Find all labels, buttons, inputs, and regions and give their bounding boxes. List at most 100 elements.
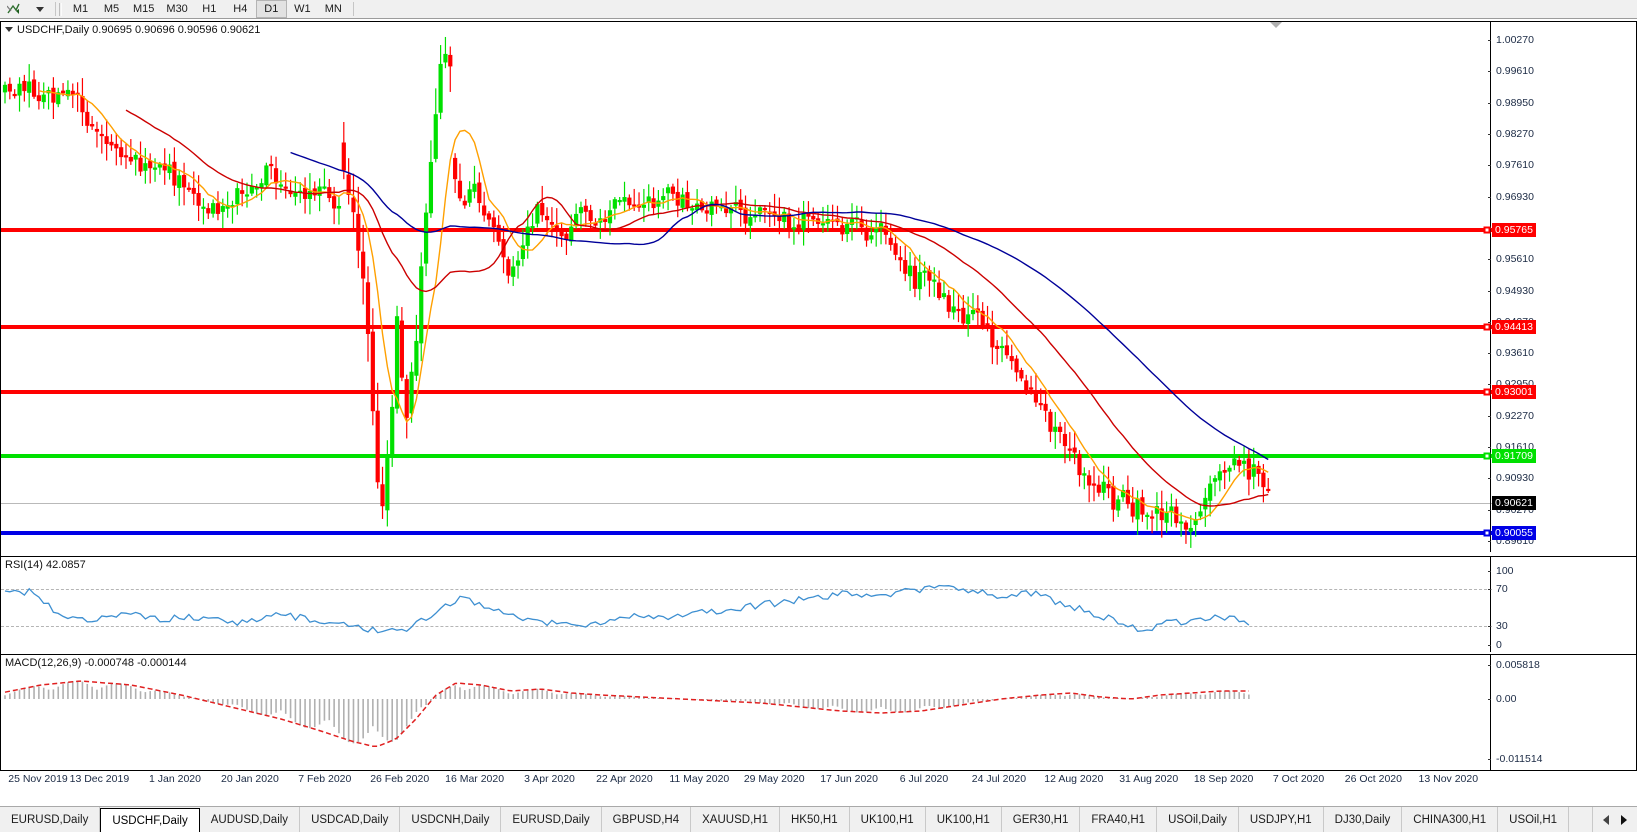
date-tick-31-Aug-2020: 31 Aug 2020 (1119, 773, 1179, 785)
pane-collapse-icon[interactable] (5, 27, 13, 32)
ma-slow-line (290, 151, 1269, 461)
date-tick-1-Jan-2020: 1 Jan 2020 (149, 773, 201, 785)
date-tick-26-Feb-2020: 26 Feb 2020 (370, 773, 430, 785)
timeframe-m30[interactable]: M30 (166, 3, 188, 15)
resistance-2-handle[interactable] (1483, 323, 1491, 331)
date-tick-22-Apr-2020: 22 Apr 2020 (596, 773, 653, 785)
blue-level-line[interactable] (1, 531, 1492, 535)
timeframe-m1[interactable]: M1 (72, 3, 89, 15)
resistance-2-badge: 0.94413 (1492, 320, 1536, 334)
chart-frame: 1.00270 0.99610 0.98950 0.98270 0.97610 0.969… (0, 21, 1637, 771)
date-tick-29-May-2020: 29 May 2020 (743, 773, 805, 785)
scroll-right-icon[interactable] (1621, 814, 1627, 825)
date-tick-25-Nov-2019: 25 Nov 2019 (8, 773, 68, 785)
timeframe-h1[interactable]: H1 (202, 3, 217, 15)
chart-tab-17[interactable]: USOil,H1 (1498, 807, 1570, 832)
timeframe-d1[interactable]: D1 (255, 0, 287, 18)
chart-tab-13[interactable]: USOil,Daily (1157, 807, 1239, 832)
toolbar: M1 M5 M15 M30 H1 H4 D1 W1 MN (0, 0, 1637, 19)
date-tick-7-Feb-2020: 7 Feb 2020 (298, 773, 352, 785)
chart-tab-1[interactable]: USDCHF,Daily (100, 808, 200, 832)
macd-signal-line (4, 680, 1249, 748)
tab-scroll-controls (1592, 807, 1637, 832)
resistance-1-line[interactable] (1, 228, 1492, 232)
rsi-oversold-line (1, 626, 1492, 627)
date-tick-12-Aug-2020: 12 Aug 2020 (1044, 773, 1104, 785)
price-pane-label: USDCHF,Daily 0.90695 0.90696 0.90596 0.9… (5, 24, 260, 36)
price-pane-label-text: USDCHF,Daily 0.90695 0.90696 0.90596 0.9… (17, 24, 261, 36)
toolbar-separator (55, 2, 56, 16)
timeframe-m15[interactable]: M15 (133, 3, 155, 15)
chart-top-marker (1270, 22, 1282, 28)
chart-tab-9[interactable]: UK100,H1 (850, 807, 926, 832)
date-tick-13-Nov-2020: 13 Nov 2020 (1418, 773, 1479, 785)
chevron-down-glyph (36, 6, 44, 12)
chart-tab-7[interactable]: XAUUSD,H1 (691, 807, 780, 832)
date-tick-13-Dec-2019: 13 Dec 2019 (69, 773, 130, 785)
support-1-line[interactable] (1, 454, 1492, 458)
chart-tab-2[interactable]: AUDUSD,Daily (200, 807, 301, 832)
date-tick-18-Sep-2020: 18 Sep 2020 (1193, 773, 1254, 785)
timeframe-h4[interactable]: H4 (233, 3, 248, 15)
price-plot-area[interactable] (1, 22, 1492, 552)
candlestick-series (2, 36, 1271, 548)
timeframe-m5[interactable]: M5 (103, 3, 120, 15)
chart-tab-0[interactable]: EURUSD,Daily (0, 807, 101, 832)
chart-tab-12[interactable]: FRA40,H1 (1080, 807, 1158, 832)
resistance-1-badge: 0.95765 (1492, 223, 1536, 237)
scroll-left-icon[interactable] (1603, 814, 1609, 825)
date-tick-24-Jul-2020: 24 Jul 2020 (971, 773, 1027, 785)
price-series-svg (2, 36, 1271, 548)
date-tick-17-Jun-2020: 17 Jun 2020 (820, 773, 878, 785)
blue-level-badge: 0.90055 (1492, 526, 1536, 540)
chart-tab-6[interactable]: GBPUSD,H4 (602, 807, 692, 832)
support-1-handle[interactable] (1483, 452, 1491, 460)
chart-tab-16[interactable]: CHINA300,H1 (1402, 807, 1499, 832)
date-axis[interactable]: 25 Nov 2019 13 Dec 2019 1 Jan 2020 20 Jan 2… (0, 772, 1637, 788)
resistance-2-line[interactable] (1, 325, 1492, 329)
chart-tab-11[interactable]: GER30,H1 (1002, 807, 1081, 832)
chart-tab-10[interactable]: UK100,H1 (926, 807, 1002, 832)
chart-tab-4[interactable]: USDCNH,Daily (400, 807, 502, 832)
chevron-down-icon[interactable] (26, 0, 52, 18)
date-tick-6-Jul-2020: 6 Jul 2020 (899, 773, 949, 785)
price-y-axis[interactable]: 1.00270 0.99610 0.98950 0.98270 0.97610 0.969… (1488, 22, 1636, 552)
resistance-1-handle[interactable] (1483, 226, 1491, 234)
price-pane[interactable]: 1.00270 0.99610 0.98950 0.98270 0.97610 0.969… (1, 22, 1636, 552)
date-tick-16-Mar-2020: 16 Mar 2020 (445, 773, 505, 785)
rsi-y-axis[interactable]: 100 70 30 0 (1488, 557, 1636, 652)
macd-pane[interactable]: 0.005818 0.00 -0.011514 MACD(12,26,9) -0.0… (1, 654, 1636, 770)
ma-mid-line (125, 109, 1269, 507)
chart-tab-14[interactable]: USDJPY,H1 (1239, 807, 1324, 832)
date-tick-11-May-2020: 11 May 2020 (669, 773, 730, 785)
rsi-pane-label: RSI(14) 42.0857 (5, 559, 86, 571)
rsi-overbought-line (1, 589, 1492, 590)
macd-series-svg (4, 680, 1250, 748)
macd-histogram (4, 680, 1250, 744)
resistance-3-handle[interactable] (1483, 388, 1491, 396)
chart-tool-icon[interactable] (0, 0, 26, 18)
macd-y-axis[interactable]: 0.005818 0.00 -0.011514 (1488, 655, 1636, 770)
rsi-plot-area[interactable] (1, 557, 1492, 652)
rsi-line (4, 584, 1250, 634)
chart-tab-3[interactable]: USDCAD,Daily (300, 807, 401, 832)
resistance-3-badge: 0.93001 (1492, 385, 1536, 399)
blue-level-handle[interactable] (1483, 529, 1491, 537)
chart-tab-8[interactable]: HK50,H1 (780, 807, 850, 832)
toolbar-drag-handle[interactable] (59, 0, 65, 18)
timeframe-w1[interactable]: W1 (294, 3, 311, 15)
macd-plot-area[interactable] (1, 655, 1492, 770)
timeframe-mn[interactable]: MN (324, 3, 342, 15)
current-price-line[interactable] (1, 503, 1492, 504)
rsi-pane[interactable]: 100 70 30 0 RSI(14) 42.0857 (1, 556, 1636, 652)
rsi-series-svg (4, 584, 1250, 634)
chart-tab-15[interactable]: DJ30,Daily (1324, 807, 1403, 832)
chart-tool-glyph (6, 3, 20, 14)
macd-pane-label: MACD(12,26,9) -0.000748 -0.000144 (5, 657, 187, 669)
chart-tab-bar: EURUSD,Daily USDCHF,Daily AUDUSD,Daily USDC… (0, 806, 1637, 832)
resistance-3-line[interactable] (1, 390, 1492, 394)
chart-tab-5[interactable]: EURUSD,Daily (501, 807, 602, 832)
date-tick-20-Jan-2020: 20 Jan 2020 (220, 773, 279, 785)
toolbar-end-separator (352, 2, 354, 16)
date-tick-3-Apr-2020: 3 Apr 2020 (524, 773, 575, 785)
